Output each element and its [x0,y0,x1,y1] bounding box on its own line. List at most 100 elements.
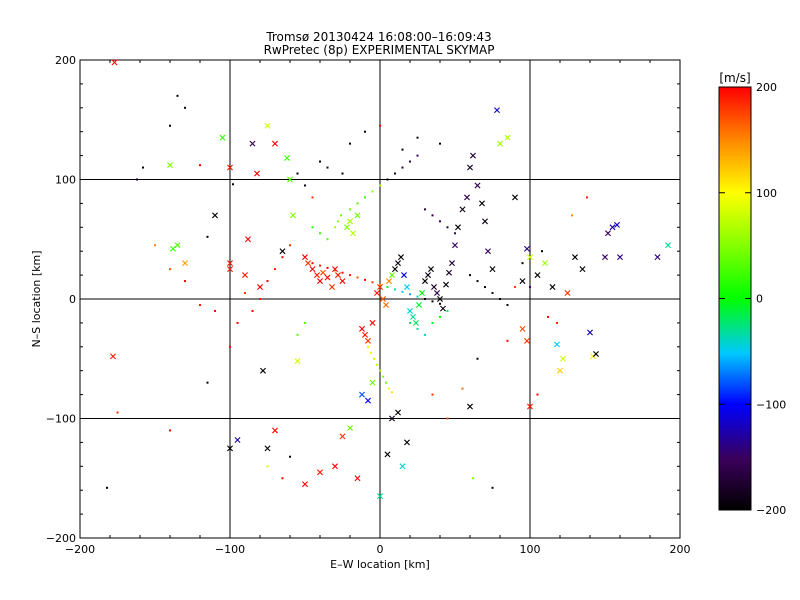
colorbar-tick-label: 100 [756,187,777,200]
point-dot-marker [142,166,144,169]
point-x-marker [470,152,476,159]
point-x-marker [494,107,500,114]
point-x-marker [534,272,541,279]
point-x-marker [347,425,353,432]
point-x-marker [335,272,341,279]
point-x-marker [264,122,271,129]
point-x-marker [527,403,533,410]
point-x-marker [369,379,376,386]
point-dot-marker [371,281,374,284]
point-x-marker [524,337,530,344]
point-x-marker [482,218,488,225]
point-dot-marker [311,226,314,229]
point-x-marker [542,260,548,267]
point-dot-marker [364,130,366,133]
point-x-marker [383,301,389,308]
point-dot-marker [514,286,516,289]
point-x-marker [287,176,293,183]
x-tick-label: 0 [377,543,384,556]
point-dot-marker [379,283,381,286]
point-x-marker [279,248,286,255]
point-x-marker [437,296,443,302]
point-dot-marker [266,280,269,283]
point-dot-marker [556,321,558,324]
point-dot-marker [229,345,231,348]
point-dot-marker [386,178,389,181]
point-x-marker [549,284,556,291]
point-x-marker [174,242,181,249]
point-dot-marker [446,417,449,420]
point-dot-marker [304,184,306,187]
point-x-marker [389,272,395,279]
point-dot-marker [401,148,404,151]
point-dot-marker [244,292,246,295]
point-x-marker [245,236,251,243]
point-x-marker [665,242,671,249]
y-tick-label: −100 [46,413,76,426]
point-x-marker [365,337,371,344]
point-dot-marker [506,339,509,342]
point-x-marker [272,427,278,434]
point-dot-marker [469,274,471,277]
point-dot-marker [364,196,366,199]
point-x-marker [110,353,116,360]
point-dot-marker [431,214,434,217]
point-x-marker [459,206,466,213]
point-dot-marker [401,166,404,169]
point-x-marker [440,305,446,312]
point-x-marker [560,355,566,362]
point-dot-marker [439,315,441,318]
point-dot-marker [371,190,374,193]
point-x-marker [527,254,533,261]
x-axis-label: E–W location [km] [330,558,430,571]
point-x-marker [354,475,361,482]
point-x-marker [428,266,434,273]
point-dot-marker [416,136,419,139]
point-dot-marker [521,262,524,265]
point-dot-marker [446,309,449,312]
point-dot-marker [337,220,339,223]
point-x-marker [377,493,383,500]
point-dot-marker [370,351,372,354]
point-dot-marker [356,276,359,279]
point-x-marker [399,463,406,470]
point-x-marker [347,218,353,225]
point-x-marker [227,164,233,171]
data-points [106,59,671,500]
point-x-marker [485,248,491,255]
point-dot-marker [319,264,321,267]
point-x-marker [294,358,301,365]
point-x-marker [419,290,425,297]
point-dot-marker [409,160,411,163]
point-x-marker [305,260,311,267]
point-x-marker [605,230,611,237]
point-dot-marker [304,321,306,324]
point-x-marker [219,134,226,141]
point-dot-marker [266,465,269,468]
x-tick-label: 100 [520,543,541,556]
point-x-marker [317,469,323,476]
point-dot-marker [169,429,171,432]
grid-lines [80,60,680,538]
point-dot-marker [281,477,284,480]
point-x-marker [446,269,452,276]
point-x-marker [579,266,586,273]
point-x-marker [443,281,449,288]
point-x-marker [410,313,416,320]
point-dot-marker [349,142,351,145]
point-dot-marker [446,226,449,229]
point-dot-marker [541,250,543,253]
point-dot-marker [169,268,171,271]
axis-ticks: −200 −100 0 100 200 200 100 0 −100 −200 [46,54,691,556]
point-dot-marker [409,293,411,296]
point-dot-marker [311,196,314,199]
point-x-marker [614,221,620,228]
point-dot-marker [416,295,419,298]
point-x-marker [332,266,338,273]
point-x-marker [359,325,365,332]
point-x-marker [389,415,395,422]
x-tick-label: 200 [670,543,691,556]
colorbar-label: [m/s] [719,71,750,85]
point-dot-marker [461,387,464,390]
